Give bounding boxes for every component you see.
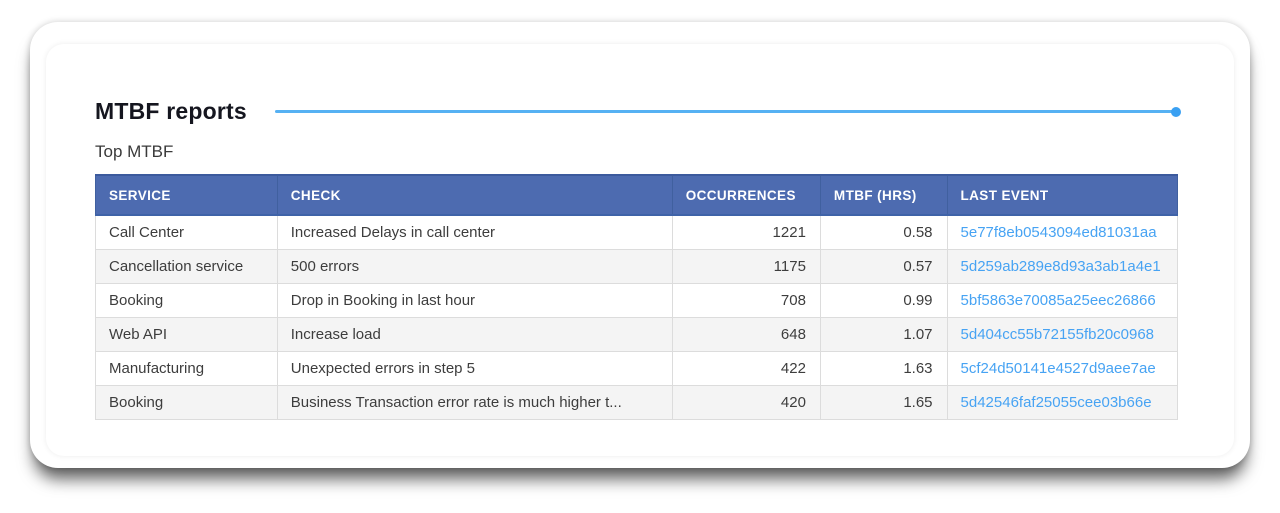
cell-service: Cancellation service <box>95 248 278 284</box>
last-event-link[interactable]: 5bf5863e70085a25eec26866 <box>960 292 1156 309</box>
title-row: MTBF reports <box>95 98 1182 125</box>
cell-last-event: 5e77f8eb0543094ed81031aa <box>946 214 1179 250</box>
cell-mtbf-hrs: 0.57 <box>819 248 948 284</box>
cell-last-event: 5d404cc55b72155fb20c0968 <box>946 316 1179 352</box>
reports-card: MTBF reports Top MTBF SERVICE CHECK OCCURR… <box>30 22 1250 468</box>
cell-occurrences: 708 <box>671 282 821 318</box>
cell-service: Booking <box>95 282 278 318</box>
table-row: Booking Business Transaction error rate i… <box>95 384 1179 420</box>
table-row: Manufacturing Unexpected errors in step 5… <box>95 350 1179 386</box>
cell-last-event: 5d259ab289e8d93a3ab1a4e1 <box>946 248 1179 284</box>
cell-occurrences: 420 <box>671 384 821 420</box>
cell-last-event: 5cf24d50141e4527d9aee7ae <box>946 350 1179 386</box>
cell-service: Web API <box>95 316 278 352</box>
table-row: Call Center Increased Delays in call cent… <box>95 214 1179 250</box>
cell-check: Business Transaction error rate is much … <box>276 384 673 420</box>
cell-check: Increase load <box>276 316 673 352</box>
cell-mtbf-hrs: 1.65 <box>819 384 948 420</box>
cell-occurrences: 1221 <box>671 214 821 250</box>
cell-mtbf-hrs: 0.58 <box>819 214 948 250</box>
cell-service: Manufacturing <box>95 350 278 386</box>
table-body: Call Center Increased Delays in call cent… <box>95 214 1179 420</box>
column-header-service: SERVICE <box>95 174 278 216</box>
page-title: MTBF reports <box>95 98 247 124</box>
cell-mtbf-hrs: 0.99 <box>819 282 948 318</box>
column-header-mtbf-hrs: MTBF (HRS) <box>819 174 948 216</box>
cell-service: Call Center <box>95 214 278 250</box>
cell-occurrences: 1175 <box>671 248 821 284</box>
mtbf-table: SERVICE CHECK OCCURRENCES MTBF (HRS) LAST EV… <box>95 174 1179 420</box>
cell-service: Booking <box>95 384 278 420</box>
last-event-link[interactable]: 5e77f8eb0543094ed81031aa <box>960 224 1157 242</box>
column-header-occurrences: OCCURRENCES <box>671 174 821 216</box>
last-event-link[interactable]: 5d259ab289e8d93a3ab1a4e1 <box>960 258 1161 275</box>
section-subtitle: Top MTBF <box>95 142 174 161</box>
title-divider-line <box>274 106 1182 117</box>
cell-check: Unexpected errors in step 5 <box>276 350 673 386</box>
cell-check: Drop in Booking in last hour <box>276 282 673 318</box>
last-event-link[interactable]: 5cf24d50141e4527d9aee7ae <box>960 360 1156 377</box>
cell-check: 500 errors <box>276 248 673 284</box>
cell-last-event: 5bf5863e70085a25eec26866 <box>946 282 1179 318</box>
last-event-link[interactable]: 5d42546faf25055cee03b66e <box>960 394 1152 411</box>
table-row: Booking Drop in Booking in last hour 708 0.… <box>95 282 1179 318</box>
table-row: Cancellation service 500 errors 1175 0.57 5d… <box>95 248 1179 284</box>
table-row: Web API Increase load 648 1.07 5d404cc55b721… <box>95 316 1179 352</box>
mtbf-panel: MTBF reports Top MTBF SERVICE CHECK OCCURR… <box>46 44 1234 456</box>
table-header-row: SERVICE CHECK OCCURRENCES MTBF (HRS) LAST EV… <box>95 174 1179 216</box>
cell-mtbf-hrs: 1.63 <box>819 350 948 386</box>
column-header-check: CHECK <box>276 174 673 216</box>
cell-occurrences: 422 <box>671 350 821 386</box>
cell-last-event: 5d42546faf25055cee03b66e <box>946 384 1179 420</box>
cell-mtbf-hrs: 1.07 <box>819 316 948 352</box>
cell-occurrences: 648 <box>671 316 821 352</box>
last-event-link[interactable]: 5d404cc55b72155fb20c0968 <box>960 326 1155 343</box>
column-header-last-event: LAST EVENT <box>946 174 1179 216</box>
cell-check: Increased Delays in call center <box>276 214 673 250</box>
